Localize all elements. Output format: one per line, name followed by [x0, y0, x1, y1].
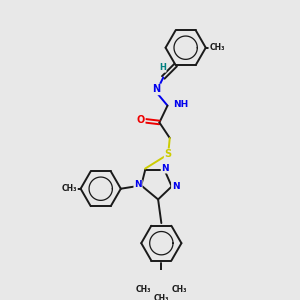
Text: CH₃: CH₃ [154, 294, 169, 300]
Text: NH: NH [173, 100, 189, 109]
Text: CH₃: CH₃ [61, 184, 77, 193]
Text: CH₃: CH₃ [171, 285, 187, 294]
Text: H: H [159, 63, 166, 72]
Text: CH₃: CH₃ [136, 285, 151, 294]
Text: N: N [134, 180, 142, 189]
Text: N: N [161, 164, 169, 173]
Text: N: N [172, 182, 179, 191]
Text: S: S [165, 149, 172, 159]
Text: O: O [136, 115, 145, 125]
Text: N: N [152, 84, 160, 94]
Text: CH₃: CH₃ [209, 43, 225, 52]
